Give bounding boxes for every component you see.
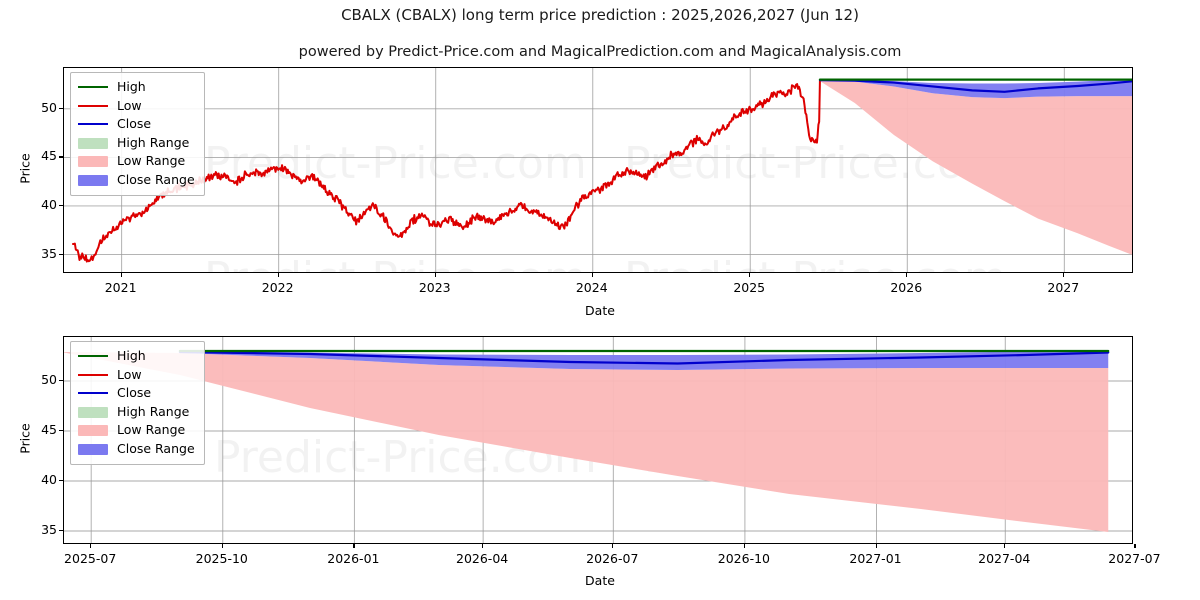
x-tick-label: 2026-01 bbox=[327, 551, 380, 566]
x-tick-mark bbox=[353, 544, 355, 548]
overview-x-axis-label: Date bbox=[585, 303, 615, 318]
legend-swatch-icon bbox=[78, 386, 108, 400]
legend-item-close[interactable]: Close bbox=[78, 115, 195, 134]
overview-legend: High Low Close High Range Low Range Close Ran… bbox=[70, 72, 205, 196]
x-tick-label: 2027 bbox=[1047, 280, 1080, 295]
legend-swatch-icon bbox=[78, 80, 108, 94]
page-title: CBALX (CBALX) long term price prediction… bbox=[341, 6, 859, 24]
y-tick-label: 50 bbox=[41, 372, 57, 387]
x-tick-label: 2027-07 bbox=[1108, 551, 1161, 566]
x-tick-label: 2022 bbox=[261, 280, 294, 295]
legend-item-close-range[interactable]: Close Range bbox=[78, 440, 195, 459]
x-tick-mark bbox=[875, 544, 877, 548]
x-tick-mark bbox=[120, 273, 122, 277]
forecast-y-axis-label: Price bbox=[17, 423, 33, 454]
x-tick-mark bbox=[277, 273, 279, 277]
svg-text:Predict-Price.com: Predict-Price.com bbox=[204, 138, 587, 189]
x-tick-label: 2026-10 bbox=[717, 551, 771, 566]
legend-item-label: Close Range bbox=[117, 440, 195, 456]
legend-item-close[interactable]: Close bbox=[78, 384, 195, 403]
legend-item-high-range[interactable]: High Range bbox=[78, 134, 195, 153]
y-tick-label: 40 bbox=[41, 472, 57, 487]
page-subtitle: powered by Predict-Price.com and Magical… bbox=[298, 44, 902, 60]
y-tick-mark bbox=[59, 380, 63, 382]
legend-item-label: Close bbox=[117, 385, 152, 400]
x-tick-mark bbox=[221, 544, 223, 548]
legend-swatch-icon bbox=[78, 368, 108, 382]
y-tick-label: 45 bbox=[41, 422, 57, 437]
y-tick-mark bbox=[59, 156, 63, 158]
legend-item-low-range[interactable]: Low Range bbox=[78, 152, 195, 171]
x-tick-label: 2024 bbox=[575, 280, 608, 295]
y-tick-label: 35 bbox=[41, 522, 57, 537]
legend-swatch-icon bbox=[78, 405, 108, 419]
x-tick-mark bbox=[906, 273, 908, 277]
legend-item-label: Low bbox=[117, 366, 142, 382]
x-tick-label: 2021 bbox=[104, 280, 137, 295]
x-tick-mark bbox=[1063, 273, 1065, 277]
legend-swatch-icon bbox=[78, 423, 108, 437]
x-tick-mark bbox=[90, 544, 92, 548]
legend-item-label: High bbox=[117, 348, 146, 363]
legend-item-low[interactable]: Low bbox=[78, 97, 195, 116]
legend-swatch-icon bbox=[78, 442, 108, 456]
legend-item-label: Close Range bbox=[117, 171, 195, 187]
y-tick-label: 45 bbox=[41, 148, 57, 164]
x-tick-label: 2026 bbox=[890, 280, 923, 295]
legend-item-high-range[interactable]: High Range bbox=[78, 403, 195, 422]
x-tick-mark bbox=[1004, 544, 1006, 548]
overview-plot-area: Predict-Price.com Predict-Price.com Predic… bbox=[63, 67, 1133, 273]
legend-item-close-range[interactable]: Close Range bbox=[78, 171, 195, 190]
x-tick-label: 2026-04 bbox=[456, 551, 509, 566]
legend-item-low[interactable]: Low bbox=[78, 366, 195, 385]
y-tick-label: 50 bbox=[41, 99, 57, 115]
x-tick-mark bbox=[743, 544, 746, 548]
legend-swatch-icon bbox=[78, 154, 108, 168]
legend-item-label: High Range bbox=[117, 134, 190, 150]
x-tick-mark bbox=[612, 544, 614, 548]
x-tick-mark bbox=[591, 273, 593, 277]
x-tick-label: 2023 bbox=[418, 280, 451, 295]
legend-swatch-icon bbox=[78, 136, 108, 150]
x-tick-label: 2025-07 bbox=[64, 551, 117, 566]
legend-item-high[interactable]: High bbox=[78, 78, 195, 97]
overview-chart-panel: Price Predict-Price.com Predict-Price.com… bbox=[18, 67, 1133, 318]
legend-swatch-icon bbox=[78, 99, 108, 113]
legend-item-label: Low Range bbox=[117, 422, 186, 437]
y-tick-mark bbox=[59, 430, 63, 432]
y-tick-mark bbox=[59, 204, 63, 207]
x-tick-label: 2026-07 bbox=[586, 551, 639, 566]
forecast-legend: High Low Close High Range Low Range Close Ran… bbox=[70, 341, 205, 465]
x-tick-mark bbox=[1134, 544, 1136, 548]
y-tick-label: 40 bbox=[41, 196, 57, 212]
legend-swatch-icon bbox=[78, 117, 108, 131]
x-tick-label: 2027-01 bbox=[849, 551, 902, 566]
forecast-detail-chart-panel: Price Predict-Price.comPredict-Price.com… bbox=[0, 320, 1200, 600]
legend-item-high[interactable]: High bbox=[78, 347, 195, 366]
y-tick-mark bbox=[59, 253, 63, 255]
legend-item-label: Low Range bbox=[117, 153, 186, 168]
legend-item-low-range[interactable]: Low Range bbox=[78, 421, 195, 440]
y-tick-mark bbox=[59, 107, 63, 109]
y-tick-mark bbox=[59, 530, 63, 532]
legend-swatch-icon bbox=[78, 173, 108, 187]
legend-item-label: High bbox=[117, 79, 146, 94]
legend-item-label: Low bbox=[117, 97, 142, 113]
x-tick-mark bbox=[749, 273, 751, 277]
legend-item-label: High Range bbox=[117, 403, 190, 419]
x-tick-mark bbox=[434, 273, 436, 277]
legend-swatch-icon bbox=[78, 349, 108, 363]
svg-text:Predict-Price.com: Predict-Price.com bbox=[624, 253, 1007, 273]
legend-item-label: Close bbox=[117, 116, 152, 131]
y-tick-mark bbox=[59, 480, 63, 482]
y-tick-label: 35 bbox=[41, 245, 57, 261]
x-tick-label: 2025-10 bbox=[195, 551, 248, 566]
x-tick-mark bbox=[482, 544, 484, 548]
x-tick-label: 2027-04 bbox=[978, 551, 1031, 566]
forecast-x-axis-label: Date bbox=[585, 573, 615, 588]
svg-text:Predict-Price.com: Predict-Price.com bbox=[204, 253, 587, 273]
x-tick-label: 2025 bbox=[733, 280, 766, 295]
